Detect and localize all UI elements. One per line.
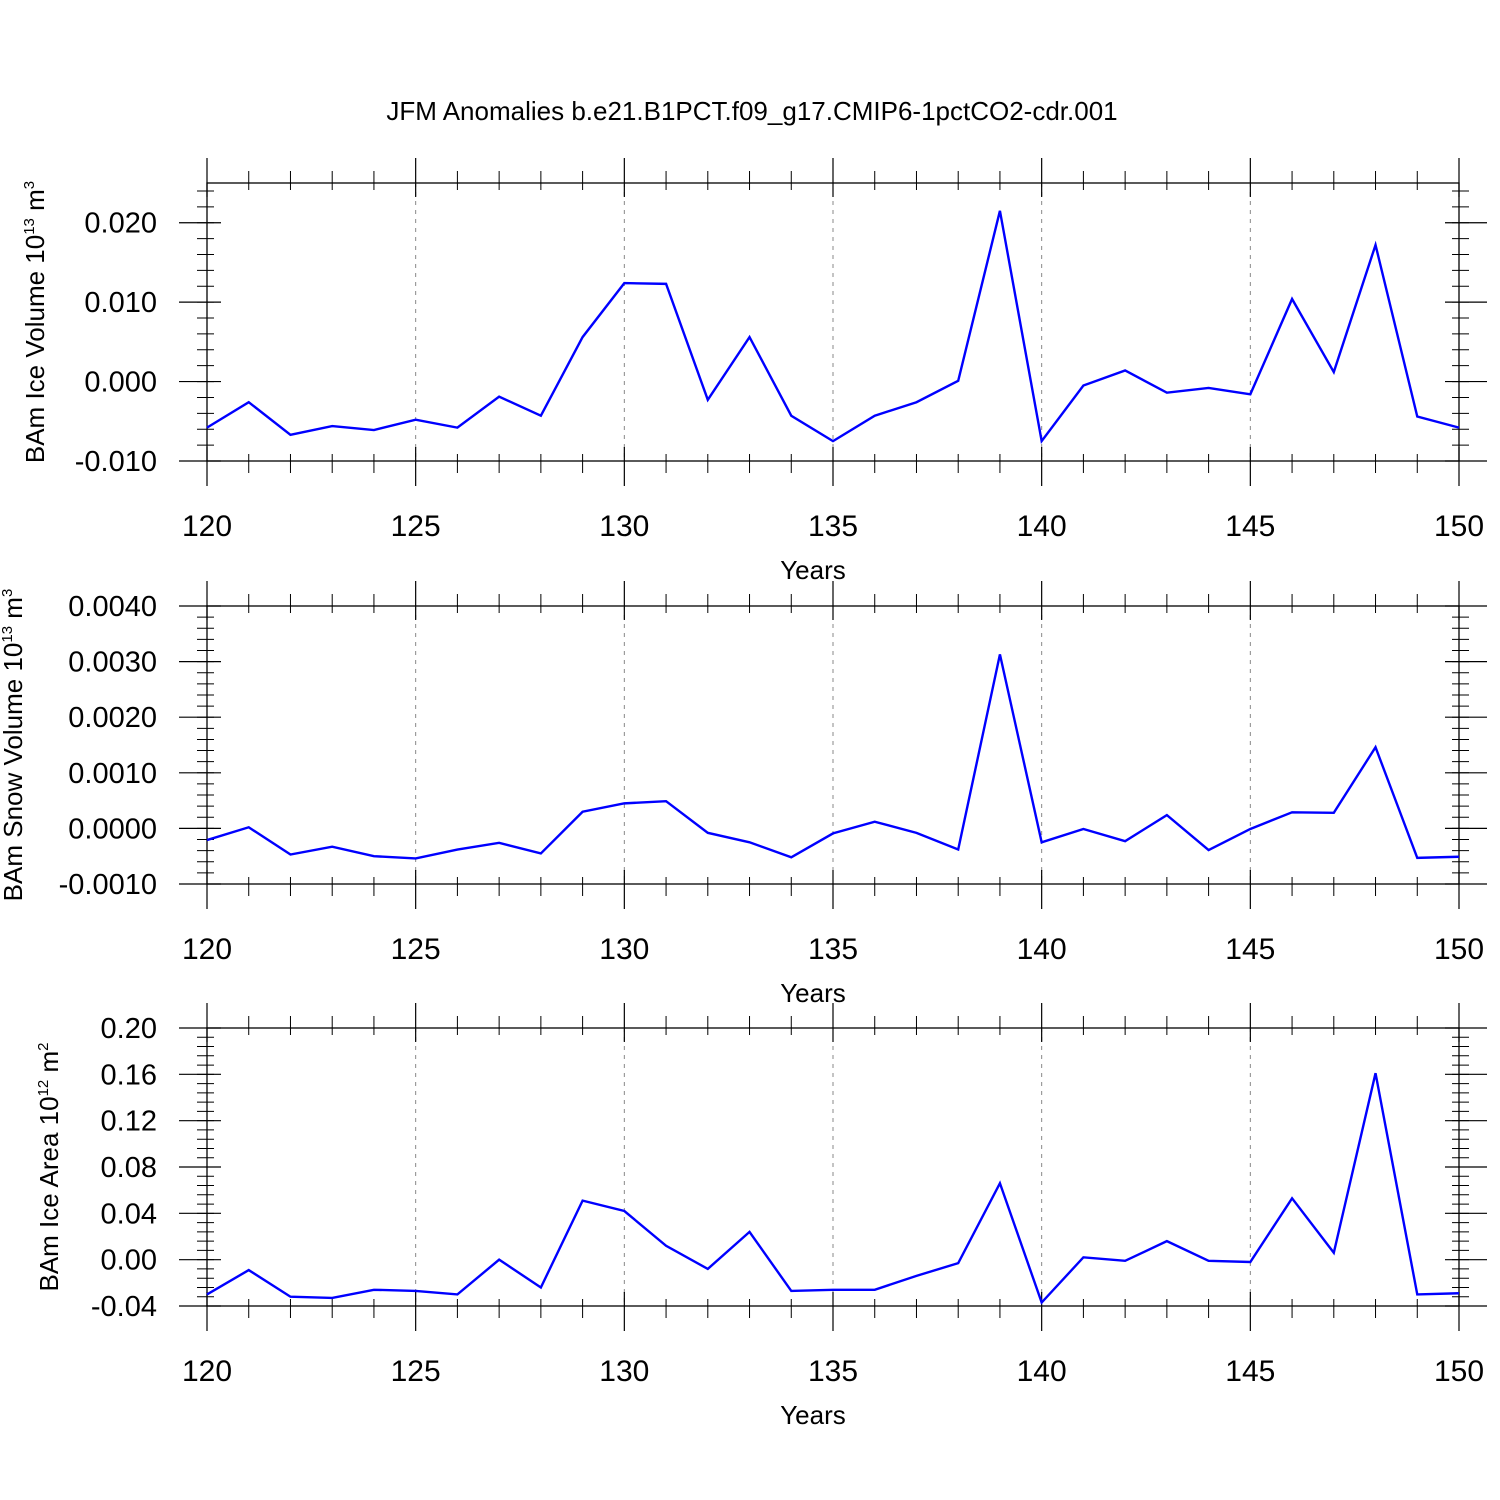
panel-1: 120 125 130 135 140 145 150 -0.010 0.000 0.010 0.0… [20, 158, 1487, 585]
x-tick-label: 145 [1225, 933, 1275, 966]
x-tick-label: 125 [391, 510, 441, 543]
x-tick-label: 125 [391, 933, 441, 966]
x-tick-label: 135 [808, 933, 858, 966]
y-axis-label-unit-exp: 2 [35, 1042, 52, 1050]
y-axis-label-main: BAm Snow Volume 10 [0, 643, 28, 902]
y-axis-label-exp: 12 [35, 1080, 52, 1097]
x-tick-label: 145 [1225, 510, 1275, 543]
y-axis-label-unit-exp: 3 [21, 181, 38, 189]
y-tick-label: 0.0040 [68, 591, 157, 623]
x-tick-label: 125 [391, 1355, 441, 1388]
y-tick-label: 0.010 [84, 287, 157, 319]
y-axis-label-unit: m [0, 597, 28, 626]
series-line [206, 1072, 1460, 1305]
y-tick-label: 0.000 [84, 367, 157, 399]
x-tick-label: 135 [808, 510, 858, 543]
y-tick-label: 0.0000 [68, 813, 157, 845]
y-tick-label: 0.00 [101, 1245, 157, 1277]
x-tick-label: 150 [1434, 933, 1484, 966]
x-tick-label: 150 [1434, 1355, 1484, 1388]
y-axis-label: BAm Ice Area 1012 m2 [34, 1042, 64, 1291]
x-tick-label: 140 [1017, 510, 1067, 543]
y-tick-label: -0.010 [75, 446, 157, 478]
y-tick-label: 0.020 [84, 208, 157, 240]
y-tick-label: 0.16 [101, 1059, 157, 1091]
y-axis-label: BAm Snow Volume 1013 m3 [0, 589, 28, 902]
y-tick-label: -0.0010 [59, 869, 157, 901]
y-tick-label: 0.20 [101, 1013, 157, 1045]
y-tick-label: 0.12 [101, 1106, 157, 1138]
x-tick-label: 135 [808, 1355, 858, 1388]
x-tick-label: 130 [599, 933, 649, 966]
y-axis-label-unit-exp: 3 [0, 589, 16, 597]
y-axis-label-main: BAm Ice Area 10 [34, 1096, 64, 1291]
x-tick-label: 145 [1225, 1355, 1275, 1388]
y-tick-label: 0.0030 [68, 647, 157, 679]
x-axis-label: Years [780, 555, 846, 585]
y-axis-label-exp: 13 [21, 218, 38, 235]
y-axis-label-unit: m [34, 1051, 64, 1080]
series-line [206, 210, 1460, 445]
x-tick-label: 120 [182, 1355, 232, 1388]
series-line [206, 654, 1460, 860]
y-tick-label: 0.08 [101, 1152, 157, 1184]
x-axis-label: Years [780, 978, 846, 1008]
x-axis-label: Years [780, 1400, 846, 1430]
y-tick-label: 0.0020 [68, 702, 157, 734]
x-tick-label: 120 [182, 933, 232, 966]
x-tick-label: 130 [599, 1355, 649, 1388]
y-tick-label: 0.0010 [68, 758, 157, 790]
x-tick-label: 140 [1017, 1355, 1067, 1388]
y-tick-label: -0.04 [91, 1291, 157, 1323]
panels: 120 125 130 135 140 145 150 -0.010 0.000 0.010 0.0… [0, 158, 1487, 1430]
x-tick-label: 120 [182, 510, 232, 543]
x-tick-label: 140 [1017, 933, 1067, 966]
y-tick-label: 0.04 [101, 1198, 157, 1230]
x-tick-label: 150 [1434, 510, 1484, 543]
x-tick-label: 130 [599, 510, 649, 543]
y-axis-label-exp: 13 [0, 626, 16, 643]
panel-2: 120 125 130 135 140 145 150 -0.0010 0.0000 0.0010… [0, 581, 1487, 1008]
y-axis-label-main: BAm Ice Volume 10 [20, 235, 50, 463]
panel-3: 120 125 130 135 140 145 150 -0.04 0.00 0.04 0.08 0.… [34, 1003, 1487, 1430]
figure-title: JFM Anomalies b.e21.B1PCT.f09_g17.CMIP6-… [386, 96, 1117, 126]
y-axis-label-unit: m [20, 189, 50, 218]
y-axis-label: BAm Ice Volume 1013 m3 [20, 181, 50, 463]
